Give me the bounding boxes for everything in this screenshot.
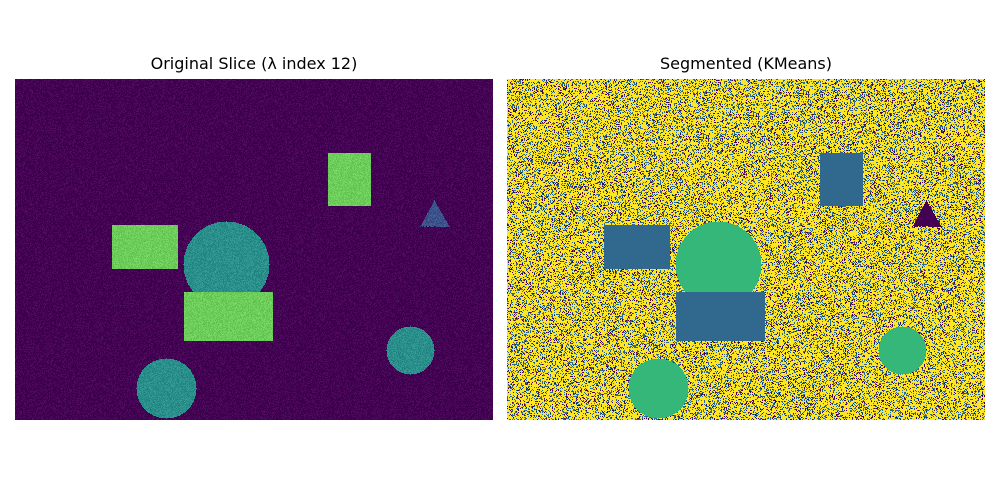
original-slice-panel: Original Slice (λ index 12)	[15, 0, 493, 500]
segmented-image	[507, 79, 985, 420]
original-slice-image	[15, 79, 493, 420]
segmented-title: Segmented (KMeans)	[660, 54, 832, 73]
original-slice-canvas	[15, 79, 493, 420]
segmented-canvas	[507, 79, 985, 420]
original-slice-title: Original Slice (λ index 12)	[150, 54, 358, 73]
segmented-panel: Segmented (KMeans)	[507, 0, 985, 500]
